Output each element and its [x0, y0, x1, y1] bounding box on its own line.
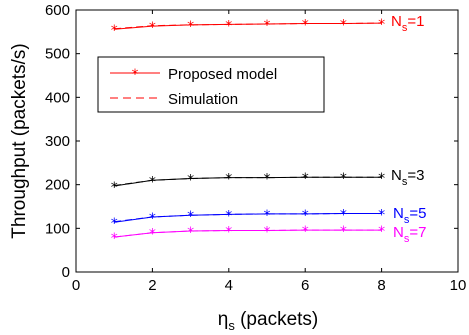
series-3-label-sub: s — [404, 233, 410, 245]
series-0-point-3: * — [225, 18, 232, 34]
series-3-point-4: * — [264, 225, 271, 241]
series-2-point-0: * — [111, 216, 118, 232]
series-1-point-1: * — [149, 174, 156, 190]
series-0-point-7: * — [378, 17, 385, 33]
series-1-label-sub: s — [402, 176, 408, 188]
series-3-point-0: * — [111, 231, 118, 247]
series-0-point-1: * — [149, 20, 156, 36]
series-2-point-1: * — [149, 211, 156, 227]
series-2-point-6: * — [340, 207, 347, 223]
series-2-point-3: * — [225, 208, 232, 224]
series-2-label-tail: =5 — [409, 205, 426, 222]
x-tick-label-2: 4 — [225, 277, 233, 294]
series-2-point-5: * — [302, 208, 309, 224]
series-2-model-line — [114, 212, 382, 223]
series-3-model-line — [114, 229, 382, 238]
x-tick-label-1: 2 — [148, 277, 156, 294]
series-1-point-6: * — [340, 171, 347, 187]
x-axis-label: ηs (packets) — [218, 309, 319, 333]
legend-box — [97, 56, 325, 113]
series-layer: * * * * * * * ** * * * * * * ** * * * * * * ** * * * * * * *Ns=1Ns=3… — [111, 13, 427, 247]
series-3-point-6: * — [340, 224, 347, 240]
series-0-model-line — [114, 22, 382, 30]
x-tick-label-5: 10 — [450, 277, 467, 294]
y-tick-label-4: 400 — [45, 89, 70, 106]
y-tick-label-5: 500 — [45, 46, 70, 63]
y-tick-label-0: 0 — [62, 264, 70, 281]
series-0-point-2: * — [187, 19, 194, 35]
y-tick-label-6: 600 — [45, 2, 70, 19]
legend-marker-model: * — [132, 67, 139, 83]
series-3-point-2: * — [187, 225, 194, 241]
y-tick-label-3: 300 — [45, 133, 70, 150]
series-0-point-6: * — [340, 18, 347, 34]
legend-label-model: Proposed model — [168, 66, 277, 83]
series-2-point-2: * — [187, 209, 194, 225]
x-tick-label-4: 8 — [377, 277, 385, 294]
series-3-point-3: * — [225, 225, 232, 241]
series-0-label: Ns=1 — [391, 13, 424, 34]
series-2-label: Ns=5 — [393, 205, 426, 226]
legend: * Proposed model Simulation — [97, 56, 325, 113]
series-0-label-main: N — [391, 13, 402, 30]
y-axis-label: Throughput (packets/s) — [9, 43, 30, 238]
series-2-point-4: * — [264, 208, 271, 224]
series-2-label-sub: s — [404, 214, 410, 226]
series-3-label-main: N — [393, 224, 404, 241]
x-tick-label-0: 0 — [72, 277, 80, 294]
x-axis-label-unit: (packets) — [235, 309, 318, 330]
series-3-point-7: * — [378, 224, 385, 240]
series-1-point-0: * — [111, 180, 118, 196]
series-2-point-7: * — [378, 207, 385, 223]
series-0-label-sub: s — [402, 22, 408, 34]
y-tick-label-2: 200 — [45, 177, 70, 194]
series-0-label-tail: =1 — [407, 13, 424, 30]
x-axis-label-sub: s — [228, 318, 235, 333]
series-2-label-main: N — [393, 205, 404, 222]
series-0-point-4: * — [264, 18, 271, 34]
plot-frame — [75, 9, 459, 273]
series-1-point-5: * — [302, 171, 309, 187]
series-3-point-5: * — [302, 224, 309, 240]
x-tick-label-3: 6 — [301, 277, 309, 294]
series-1-point-3: * — [225, 172, 232, 188]
plot-area — [75, 9, 459, 273]
series-1-point-4: * — [264, 172, 271, 188]
y-tick-label-1: 100 — [45, 220, 70, 237]
legend-label-simulation: Simulation — [168, 91, 238, 108]
series-1-point-7: * — [378, 171, 385, 187]
series-1-label: Ns=3 — [391, 167, 424, 188]
series-1-model-line — [114, 176, 382, 187]
series-1-label-main: N — [391, 167, 402, 184]
series-0-point-5: * — [302, 18, 309, 34]
series-3-point-1: * — [149, 227, 156, 243]
series-0-point-0: * — [111, 23, 118, 39]
x-axis-label-main: η — [218, 309, 229, 330]
series-3-label-tail: =7 — [409, 224, 426, 241]
series-1-point-2: * — [187, 173, 194, 189]
series-1-label-tail: =3 — [407, 167, 424, 184]
series-3-label: Ns=7 — [393, 224, 426, 245]
